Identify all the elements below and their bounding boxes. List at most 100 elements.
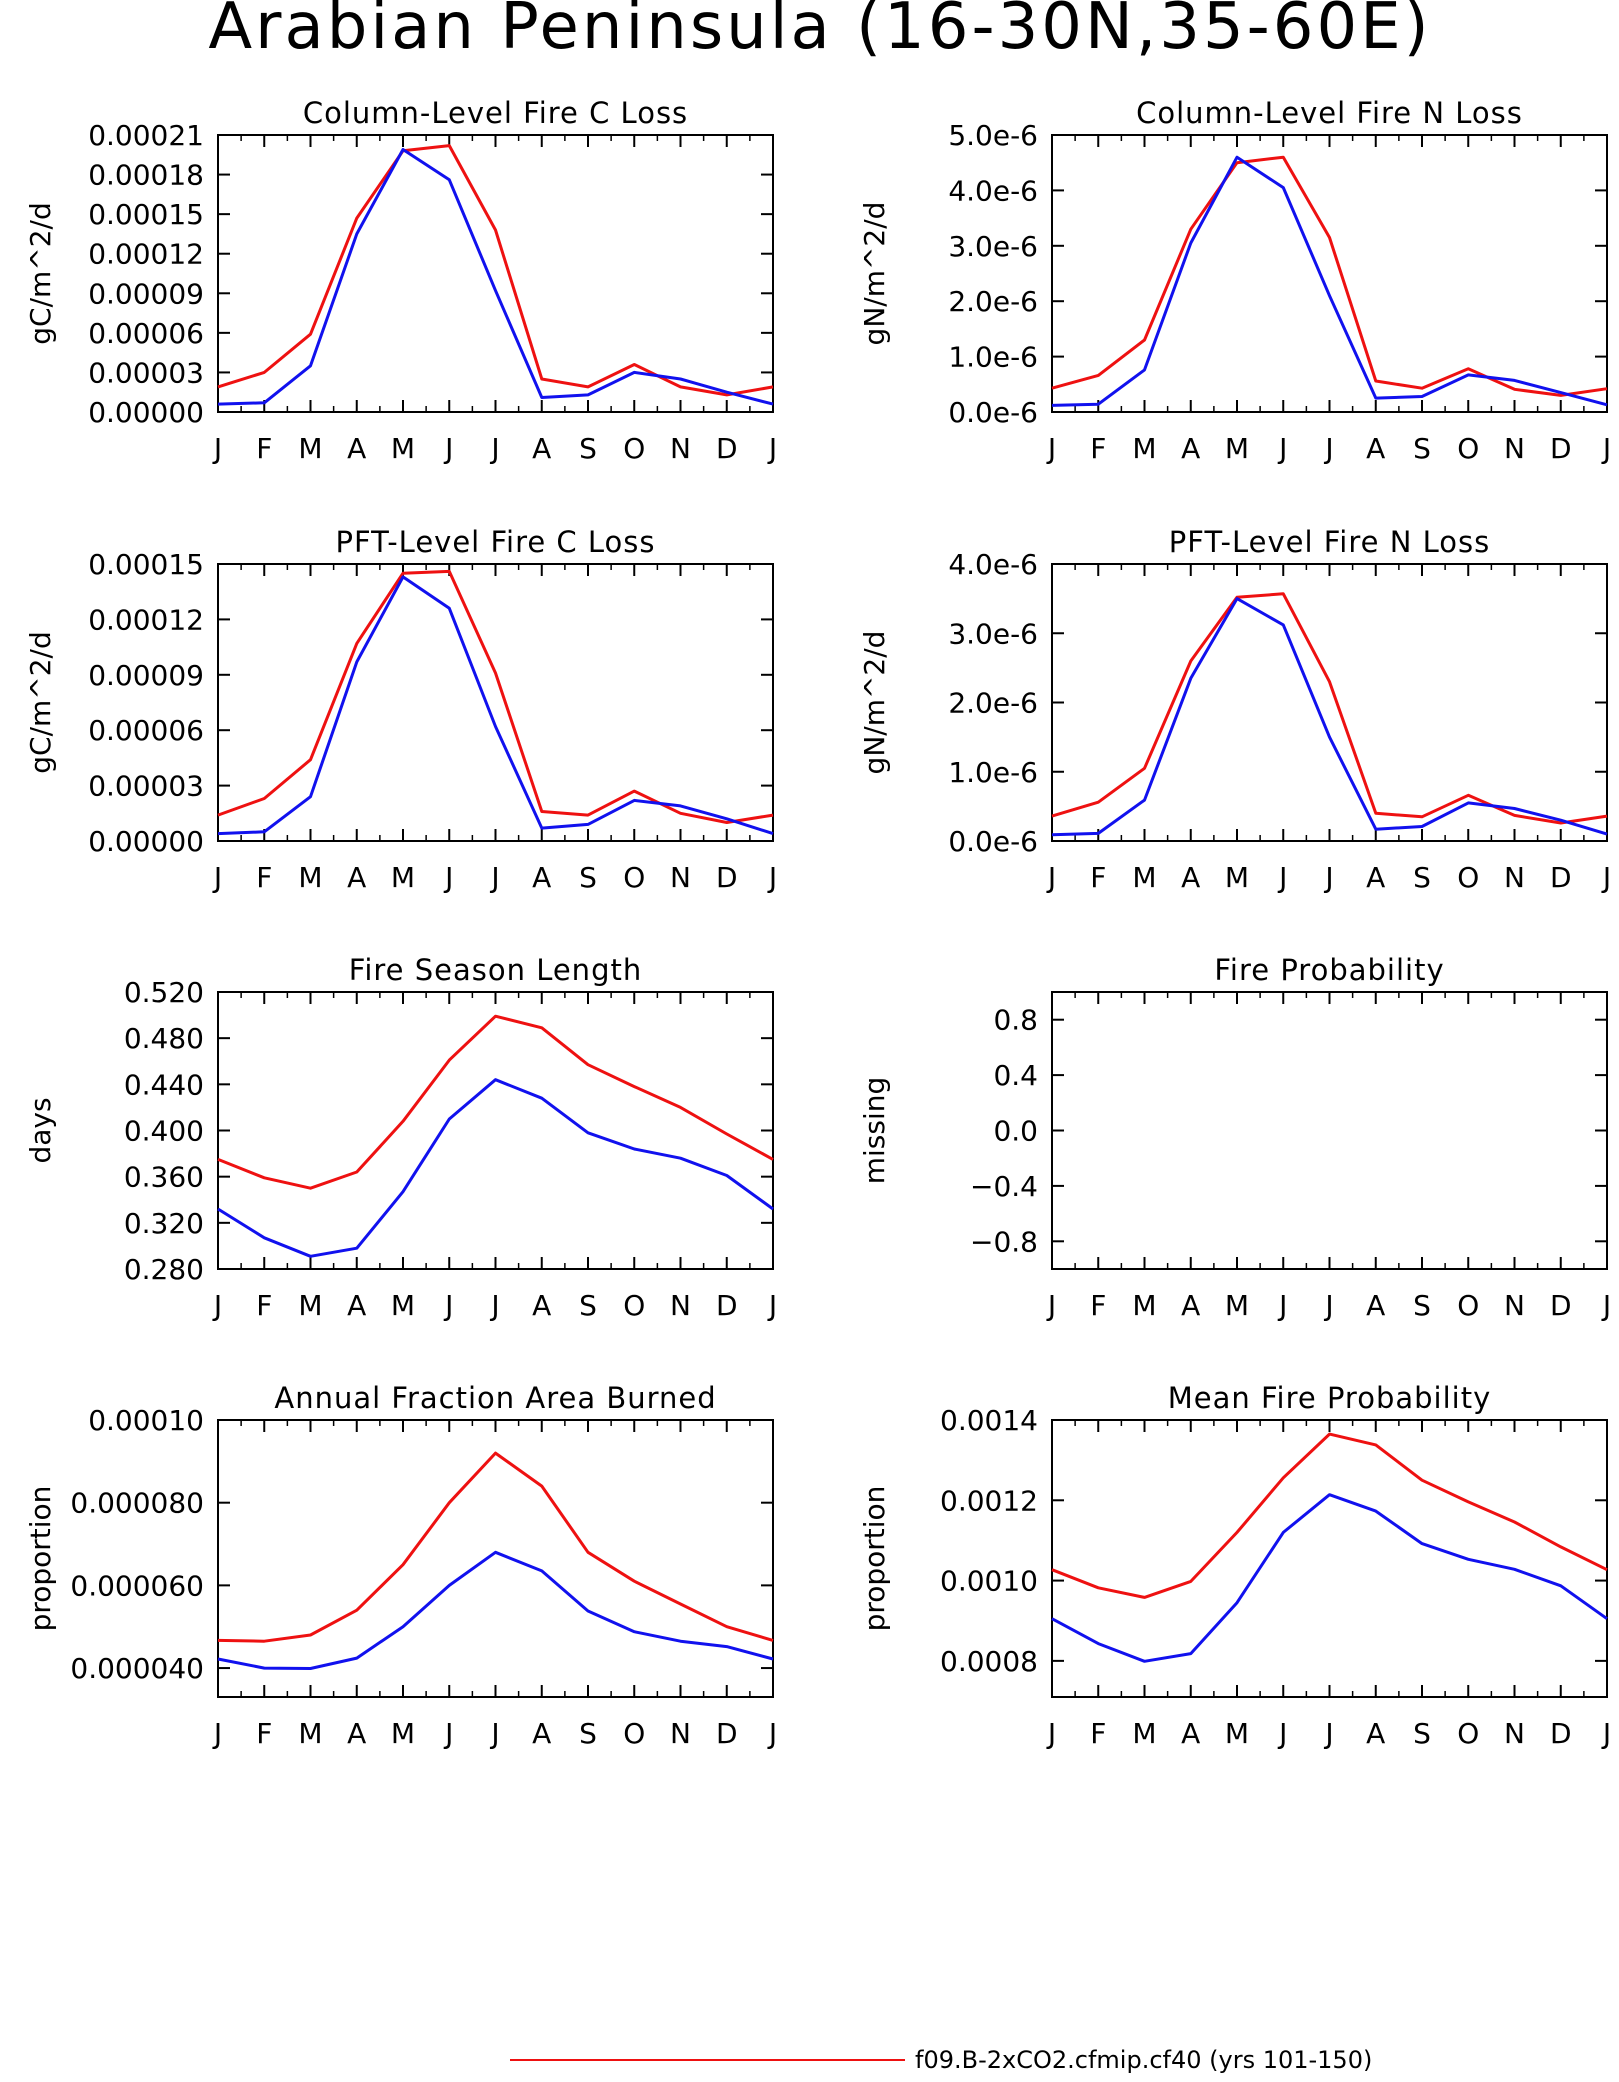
x-tick-label: F xyxy=(1090,861,1106,894)
x-tick-label: D xyxy=(1550,432,1572,465)
x-tick-label: A xyxy=(347,861,366,894)
y-tick-label: 0.0010 xyxy=(940,1565,1038,1598)
x-tick-label: J xyxy=(212,432,222,465)
x-tick-label: A xyxy=(1181,861,1200,894)
x-tick-label: D xyxy=(716,1289,738,1322)
x-tick-label: O xyxy=(623,432,645,465)
panel-title: PFT-Level Fire N Loss xyxy=(1169,525,1490,559)
x-tick-label: J xyxy=(1323,1717,1333,1750)
x-tick-label: J xyxy=(212,861,222,894)
series-line-2 xyxy=(1051,597,1608,837)
series-line-1 xyxy=(217,1014,774,1190)
x-tick-label: D xyxy=(1550,1289,1572,1322)
x-tick-label: J xyxy=(489,432,499,465)
x-tick-label: S xyxy=(579,1289,597,1322)
y-tick-label: 0.00012 xyxy=(88,603,204,636)
x-tick-label: J xyxy=(1046,861,1056,894)
y-tick-label: 0.00009 xyxy=(88,277,204,310)
x-tick-label: A xyxy=(1181,432,1200,465)
x-tick-label: M xyxy=(391,432,415,465)
page-title: Arabian Peninsula (16-30N,35-60E) xyxy=(208,0,1431,64)
x-tick-label: J xyxy=(1046,1717,1056,1750)
x-tick-label: M xyxy=(298,861,322,894)
series-line-1 xyxy=(1051,155,1608,397)
x-tick-label: A xyxy=(532,861,551,894)
y-tick-label: 2.0e-6 xyxy=(948,687,1038,720)
y-tick-label: 0.000040 xyxy=(70,1652,204,1685)
plot-frame xyxy=(217,134,774,413)
y-tick-label: −0.4 xyxy=(970,1170,1038,1203)
series-line-2 xyxy=(217,575,774,836)
x-tick-label: J xyxy=(767,432,777,465)
y-tick-label: 0.0008 xyxy=(940,1645,1038,1678)
x-tick-label: J xyxy=(443,1717,453,1750)
x-tick-label: D xyxy=(716,432,738,465)
plot-frame xyxy=(217,991,774,1270)
x-tick-label: N xyxy=(1504,1717,1525,1750)
x-tick-label: J xyxy=(1046,432,1056,465)
y-tick-label: 0.00012 xyxy=(88,238,204,271)
series-line-1 xyxy=(217,569,774,824)
y-tick-label: 1.0e-6 xyxy=(948,341,1038,374)
x-tick-label: S xyxy=(1413,861,1431,894)
panel-title: PFT-Level Fire C Loss xyxy=(336,525,656,559)
y-tick-label: 0.00006 xyxy=(88,317,204,350)
y-tick-label: 0.00000 xyxy=(88,825,204,858)
y-tick-label: 0.0 xyxy=(993,1115,1038,1148)
x-tick-label: A xyxy=(347,432,366,465)
y-tick-label: −0.8 xyxy=(970,1225,1038,1258)
x-tick-label: M xyxy=(1132,1717,1156,1750)
x-tick-label: O xyxy=(623,1289,645,1322)
x-tick-label: J xyxy=(767,1717,777,1750)
x-tick-label: F xyxy=(256,1717,272,1750)
y-tick-label: 0.00010 xyxy=(88,1404,204,1437)
x-tick-label: J xyxy=(1277,1717,1287,1750)
panel-title: Column-Level Fire C Loss xyxy=(303,96,688,130)
x-tick-label: J xyxy=(489,861,499,894)
series-line-1 xyxy=(1051,592,1608,825)
x-tick-label: F xyxy=(256,1289,272,1322)
x-tick-label: O xyxy=(1457,432,1479,465)
x-tick-label: J xyxy=(1277,1289,1287,1322)
y-tick-label: 4.0e-6 xyxy=(948,548,1038,581)
x-tick-label: S xyxy=(1413,1289,1431,1322)
x-tick-label: J xyxy=(212,1289,222,1322)
y-axis-label: days xyxy=(24,1097,57,1163)
y-axis-label: gC/m^2/d xyxy=(24,202,57,345)
series-line-1 xyxy=(217,144,774,397)
y-tick-label: 0.0e-6 xyxy=(948,396,1038,429)
y-tick-label: 0.00009 xyxy=(88,659,204,692)
x-tick-label: F xyxy=(1090,1289,1106,1322)
series-line-2 xyxy=(217,1078,774,1258)
panel-title: Column-Level Fire N Loss xyxy=(1136,96,1523,130)
y-tick-label: 0.440 xyxy=(124,1068,204,1101)
y-tick-label: 2.0e-6 xyxy=(948,285,1038,318)
x-tick-label: M xyxy=(391,1717,415,1750)
x-tick-label: A xyxy=(1181,1289,1200,1322)
x-tick-label: A xyxy=(1181,1717,1200,1750)
x-tick-label: N xyxy=(670,1717,691,1750)
x-tick-label: S xyxy=(579,432,597,465)
x-tick-label: J xyxy=(489,1289,499,1322)
x-tick-label: J xyxy=(443,861,453,894)
y-tick-label: 0.00000 xyxy=(88,396,204,429)
plot-frame xyxy=(1051,134,1608,413)
y-tick-label: 0.000080 xyxy=(70,1487,204,1520)
y-tick-label: 0.00021 xyxy=(88,119,204,152)
series-line-2 xyxy=(217,1550,774,1670)
x-tick-label: F xyxy=(256,861,272,894)
series-line-2 xyxy=(1051,1493,1608,1663)
panel-title: Annual Fraction Area Burned xyxy=(274,1381,716,1415)
legend-label-series-1: f09.B-2xCO2.cfmip.cf40 (yrs 101-150) xyxy=(915,2046,1372,2074)
y-tick-label: 0.4 xyxy=(993,1059,1038,1092)
x-tick-label: S xyxy=(579,861,597,894)
plot-frame xyxy=(1051,563,1608,842)
x-tick-label: F xyxy=(1090,432,1106,465)
